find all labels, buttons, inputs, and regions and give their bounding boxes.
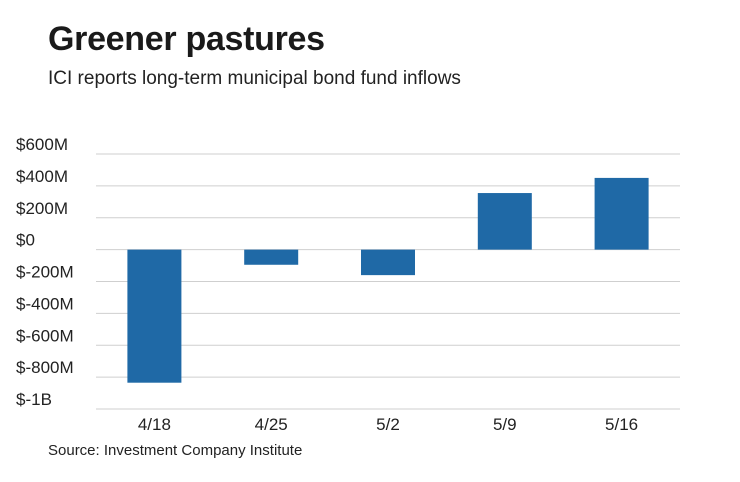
bar — [244, 249, 299, 265]
bar — [477, 193, 532, 250]
y-tick-label: $-1B — [16, 390, 52, 409]
source-note: Source: Investment Company Institute — [48, 442, 303, 459]
y-axis-ticks: $600M $400M $200M $0 $-200M $-400M $-600M $-800… — [16, 135, 74, 409]
y-tick-label: $200M — [16, 199, 68, 218]
bar — [361, 249, 415, 276]
x-tick-label: 5/9 — [493, 415, 517, 434]
x-tick-label: 4/25 — [255, 415, 288, 434]
chart-title: Greener pastures — [48, 20, 325, 58]
y-tick-label: $-400M — [16, 294, 74, 313]
y-tick-label: $-800M — [16, 358, 74, 377]
bars — [127, 177, 649, 383]
y-tick-label: $-200M — [16, 263, 74, 282]
bar — [594, 177, 649, 250]
y-tick-label: $400M — [16, 167, 68, 186]
x-tick-label: 5/2 — [376, 415, 400, 434]
x-tick-label: 5/16 — [605, 415, 638, 434]
y-tick-label: $-600M — [16, 326, 74, 345]
bar — [127, 249, 182, 383]
grid-lines — [96, 153, 680, 410]
x-tick-label: 4/18 — [138, 415, 171, 434]
y-tick-label: $0 — [16, 231, 35, 250]
x-axis-ticks: 4/18 4/25 5/2 5/9 5/16 — [138, 415, 638, 434]
y-tick-label: $600M — [16, 135, 68, 154]
chart-subtitle: ICI reports long-term municipal bond fun… — [48, 68, 461, 89]
